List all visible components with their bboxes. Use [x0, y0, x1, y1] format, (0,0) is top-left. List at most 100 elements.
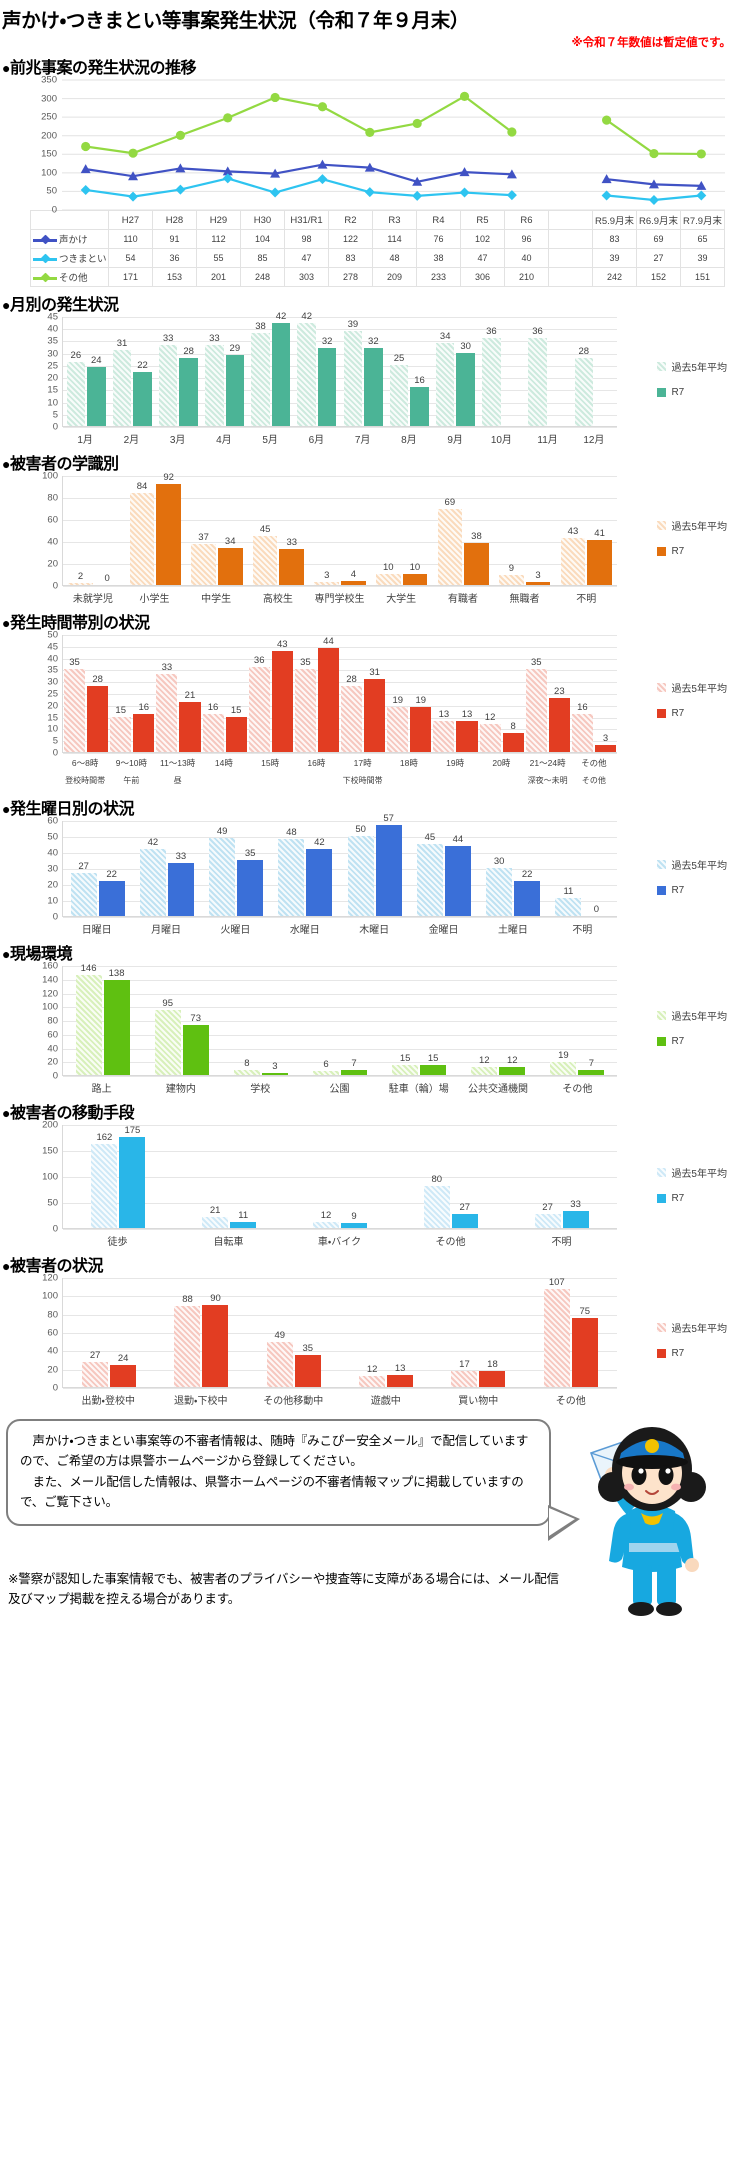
environment-gridline: [63, 1034, 617, 1036]
victim_status-gridline: [63, 1351, 617, 1353]
weekday-gridline: [63, 821, 617, 822]
bar-value-label: 3: [602, 732, 609, 744]
bar: 42: [271, 311, 291, 426]
victim_status-legend: 過去5年平均 R7: [657, 1320, 727, 1359]
legend-swatch: [657, 1322, 667, 1332]
environment-y-tick: 140: [42, 974, 58, 986]
transport-plot-area: 0 50 100 150 200 162 175 21 11 12 9 80 27 27 33: [42, 1120, 617, 1235]
trend-cell: 55: [196, 248, 241, 268]
bar-value-label: 16: [414, 374, 425, 386]
chart-timeband: 0 5 10 15 20 25 30 35 40 45 50 35 28 15 16 33 21 16 15 36 43…: [0, 630, 735, 791]
trend-cell: 201: [196, 267, 241, 287]
bar-value-label: 30: [460, 340, 471, 352]
bar-value-label: 10: [382, 562, 394, 573]
bar-value-label: 12: [478, 1054, 490, 1066]
bar-value-label: 21: [209, 1205, 221, 1217]
transport-bar-group: 162 175 21 11 12 9 80 27 27 33: [63, 1125, 617, 1228]
bar-category: 42 33: [132, 821, 201, 916]
chart-monthly: 0 5 10 15 20 25 30 35 40 45 26 24 31 22 33 28 33 29 38 42 42…: [0, 311, 735, 446]
bar-value-label: 13: [461, 709, 473, 721]
timeband-y-tick: 20: [47, 700, 58, 712]
bar: 12: [499, 1055, 526, 1075]
bar-value-label: 107: [548, 1276, 565, 1288]
bar: 6: [312, 1059, 339, 1075]
bar: 11: [555, 886, 582, 916]
bar-category: 38 42: [248, 311, 294, 426]
bar: 27: [82, 1350, 109, 1387]
legend-label: 過去5年平均: [671, 1168, 727, 1180]
bar-value-label: 34: [224, 535, 236, 547]
bar: 12: [471, 1055, 498, 1075]
bar: 17: [451, 1359, 478, 1387]
monthly-legend: 過去5年平均 R7: [657, 359, 727, 398]
trend-cell: 112: [196, 229, 241, 249]
trend-plot-area: 0 50 100 150 200 250 300 350: [41, 75, 725, 216]
bar-value-label: 35: [300, 657, 311, 669]
bar-value-label: 57: [383, 812, 394, 824]
x-tick-label: 退勤・下校中: [174, 1396, 228, 1407]
weekday-gridline: [63, 853, 617, 854]
legend-entry: 過去5年平均: [657, 857, 727, 872]
x-tick-label: 路上: [91, 1084, 112, 1095]
bar: 19: [410, 695, 432, 752]
bar-value-label: 35: [302, 1342, 314, 1354]
bar-value-label: 28: [92, 673, 103, 685]
legend-label: R7: [671, 1192, 685, 1204]
bar-category: 28: [571, 317, 617, 426]
timeband-y-tick: 30: [47, 676, 58, 688]
bar: 35: [525, 657, 547, 752]
bar: 12: [479, 712, 501, 752]
timeband-gridline: [63, 705, 617, 707]
bar: 12: [359, 1364, 386, 1387]
trend-cell: [548, 267, 593, 287]
x-tick-label: 不明: [572, 925, 593, 936]
environment-y-tick: 100: [42, 1001, 58, 1013]
trend-y-tick: 150: [41, 148, 57, 160]
bar-value-label: 84: [136, 480, 148, 492]
monthly-gridline: [63, 329, 617, 331]
education-gridline: [63, 542, 617, 543]
bar-category: 88 90: [155, 1278, 247, 1387]
education-y-tick: 20: [47, 558, 58, 570]
trend-col-header: [548, 210, 593, 230]
trend-cell: 209: [372, 267, 417, 287]
bar-value-label: 69: [444, 497, 456, 509]
x-tick-label: 不明: [576, 594, 597, 605]
victim_status-y-tick: 0: [52, 1382, 58, 1394]
bar-value-label: 24: [91, 355, 102, 367]
legend-swatch: [657, 520, 667, 530]
trend-cell: 36: [152, 248, 197, 268]
legend-entry: R7: [657, 885, 727, 896]
trend-col-header: H30: [240, 210, 285, 230]
victim_status-gridline: [63, 1388, 617, 1389]
bar: 15: [420, 1053, 447, 1075]
trend-cell: 65: [680, 229, 725, 249]
environment-gridline: [63, 1062, 617, 1064]
bar: 42: [306, 837, 333, 916]
bar-value-label: 25: [393, 352, 405, 364]
trend-cell: 69: [636, 229, 681, 249]
x-tick-label: 大学生: [386, 594, 417, 605]
legend-label: R7: [671, 1347, 685, 1359]
bar: 15: [225, 705, 247, 752]
timeband-gridline: [63, 729, 617, 731]
bar: 49: [266, 1330, 293, 1387]
bar-value-label: 15: [427, 1052, 439, 1064]
weekday-gridline: [63, 917, 617, 918]
timeband-gridline: [63, 717, 617, 719]
bar-value-label: 146: [80, 962, 97, 974]
bar: 32: [317, 336, 337, 426]
x-tick-label: 9～10時: [115, 758, 147, 768]
x-tick-label: 自転車: [213, 1237, 244, 1248]
bar-category: 50 57: [340, 813, 409, 916]
x-tick-label: 月曜日: [151, 925, 182, 936]
timeband-y-tick: 0: [52, 747, 58, 759]
trend-row-label: 声かけ: [30, 229, 109, 249]
x-group-label: その他: [581, 775, 606, 785]
bar-value-label: 38: [255, 321, 266, 333]
bar: 39: [343, 319, 363, 426]
weekday-bar-group: 27 22 42 33 49 35 48 42 50 57 45 44 30 22 11 0: [63, 813, 617, 916]
x-tick-label: 16時: [307, 758, 326, 768]
